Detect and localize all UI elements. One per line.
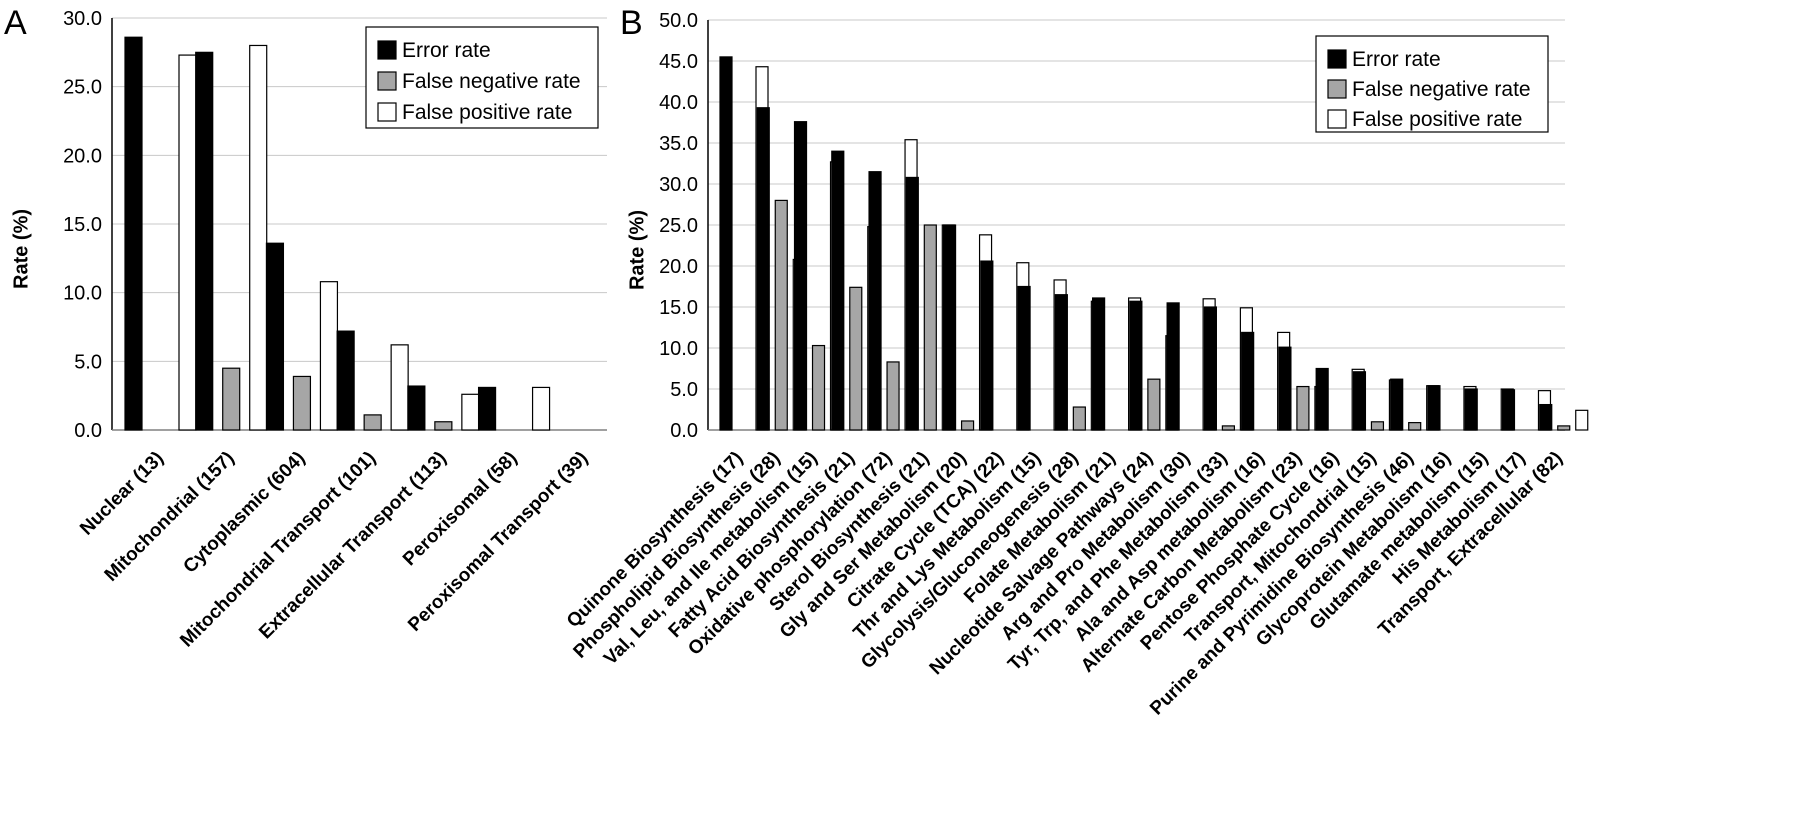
panel-a-category-label: Cytoplasmic (604) bbox=[180, 448, 310, 578]
panel-a-bar-fnr bbox=[222, 367, 241, 431]
panel-b-bar-fnr bbox=[923, 224, 937, 431]
panel-a-bar-fpr bbox=[461, 393, 480, 431]
panel-b-legend-frame bbox=[1315, 35, 1549, 133]
panel-b-legend-swatch-fpr bbox=[1327, 109, 1347, 129]
panel-a-bar-fpr bbox=[531, 386, 551, 431]
panel-a-legend: Error rate False negative rate False posit… bbox=[365, 26, 599, 129]
panel-b-bar-fnr bbox=[811, 344, 826, 431]
panel-b-bar-error bbox=[868, 171, 882, 431]
panel-a-category-label: Mitochondrial (157) bbox=[101, 448, 239, 586]
panel-b-bar-error bbox=[1464, 388, 1478, 431]
panel-a-ytick-label: 30.0 bbox=[63, 8, 102, 30]
panel-b-bar-error bbox=[942, 224, 957, 431]
panel-b-bar-error bbox=[719, 56, 733, 431]
panel-a-ytick-label: 10.0 bbox=[63, 283, 102, 305]
panel-b-chart: B 0.0 5.0 10.0 15.0 20.0 25.0 30.0 35.0 40.0 45.0 5… bbox=[563, 4, 1589, 719]
panel-a-legend-swatch-error bbox=[377, 40, 397, 60]
panel-b-bar-fpr bbox=[1575, 409, 1589, 431]
panel-b-letter: B bbox=[620, 4, 643, 42]
panel-a-bar-error bbox=[195, 51, 214, 431]
panel-a-bar-error bbox=[477, 386, 497, 431]
panel-a-ytick-label: 25.0 bbox=[63, 77, 102, 99]
panel-b-ytick-label: 15.0 bbox=[659, 297, 698, 319]
panel-b-ytick-label: 20.0 bbox=[659, 256, 698, 278]
panel-b-bar-error bbox=[1017, 285, 1031, 431]
panel-a-ytick-label: 0.0 bbox=[74, 420, 102, 442]
panel-b-legend-label-error: Error rate bbox=[1352, 48, 1441, 71]
panel-a-bar-fnr bbox=[292, 375, 312, 431]
panel-b-legend-label-fnr: False negative rate bbox=[1352, 78, 1531, 101]
panel-b-bar-error bbox=[1278, 346, 1292, 431]
panel-a-bar-error bbox=[265, 242, 285, 431]
panel-b-ytick-label: 30.0 bbox=[659, 174, 698, 196]
panel-a-bar-fpr bbox=[178, 54, 197, 431]
panel-a-bar-error bbox=[407, 385, 426, 431]
panel-b-bar-fnr bbox=[886, 361, 900, 431]
panel-a-ytick-label: 5.0 bbox=[74, 351, 102, 373]
panel-a-bar-error bbox=[124, 36, 143, 431]
panel-b-bar-error bbox=[756, 107, 770, 431]
panel-b-legend-label-fpr: False positive rate bbox=[1352, 108, 1522, 131]
panel-b-bar-fnr bbox=[1296, 385, 1310, 431]
panel-b-bar-fnr bbox=[960, 420, 975, 431]
panel-b-bar-error bbox=[793, 121, 808, 431]
panel-b-bar-error bbox=[831, 150, 845, 431]
panel-b-bar-error bbox=[1427, 385, 1441, 431]
panel-b-bar-fnr bbox=[774, 199, 788, 431]
panel-b-bar-fnr bbox=[1221, 425, 1235, 431]
panel-b-legend-swatch-fnr bbox=[1327, 79, 1347, 99]
panel-a-legend-swatch-fnr bbox=[377, 71, 397, 91]
panel-b-bar-fnr bbox=[1557, 425, 1571, 431]
panel-b-bar-error bbox=[980, 260, 994, 431]
panel-b-ytick-label: 50.0 bbox=[659, 10, 698, 32]
panel-a-bar-fpr bbox=[249, 44, 268, 431]
panel-b-legend: Error rate False negative rate False posit… bbox=[1315, 35, 1549, 133]
panel-a-ytick-label: 15.0 bbox=[63, 214, 102, 236]
panel-a-bar-fpr bbox=[390, 344, 409, 431]
panel-b-bar-fnr bbox=[1408, 422, 1422, 431]
panel-b-bar-error bbox=[1501, 389, 1516, 431]
panel-b-bar-fnr bbox=[1147, 378, 1161, 431]
panel-b-bar-error bbox=[905, 176, 919, 431]
panel-a-ylabel: Rate (%) bbox=[10, 209, 32, 289]
panel-a-legend-label-error: Error rate bbox=[402, 39, 491, 62]
panel-b-bar-error bbox=[1166, 302, 1180, 431]
panel-b-ytick-label: 5.0 bbox=[670, 379, 698, 401]
panel-b-ytick-label: 25.0 bbox=[659, 215, 698, 237]
panel-a-legend-swatch-fpr bbox=[377, 102, 397, 122]
panel-b-bar-error bbox=[1241, 331, 1255, 431]
panel-b-ytick-label: 45.0 bbox=[659, 51, 698, 73]
panel-b-bar-error bbox=[1203, 306, 1217, 431]
panel-a-legend-label-fnr: False negative rate bbox=[402, 70, 581, 93]
panel-b-bar-error bbox=[1092, 297, 1106, 431]
panel-a-bar-error bbox=[336, 330, 355, 431]
panel-b-ytick-label: 10.0 bbox=[659, 338, 698, 360]
panel-b-bar-error bbox=[1315, 367, 1329, 431]
panel-b-bar-error bbox=[1390, 378, 1404, 431]
panel-a-legend-label-fpr: False positive rate bbox=[402, 101, 572, 124]
panel-a-bar-fnr bbox=[434, 421, 453, 431]
panel-a-bar-fpr bbox=[319, 281, 339, 431]
panel-a-letter: A bbox=[4, 4, 27, 42]
panel-b-bar-fnr bbox=[849, 286, 863, 431]
panel-b-bar-fnr bbox=[1072, 406, 1086, 431]
panel-b-legend-swatch-error bbox=[1327, 49, 1347, 69]
panel-b-bar-error bbox=[1352, 371, 1367, 431]
panel-b-ytick-label: 35.0 bbox=[659, 133, 698, 155]
panel-b-ylabel: Rate (%) bbox=[626, 210, 648, 290]
panel-b-bar-fnr bbox=[1370, 421, 1385, 431]
panel-b-bar-error bbox=[1054, 294, 1068, 431]
panel-a-legend-frame bbox=[365, 26, 599, 129]
panel-a-bar-fnr bbox=[363, 414, 382, 431]
panel-b-ytick-label: 40.0 bbox=[659, 92, 698, 114]
panel-a-ytick-label: 20.0 bbox=[63, 145, 102, 167]
panel-b-bar-error bbox=[1129, 300, 1143, 431]
panel-b-ytick-label: 0.0 bbox=[670, 420, 698, 442]
panel-b-bar-error bbox=[1539, 403, 1553, 431]
